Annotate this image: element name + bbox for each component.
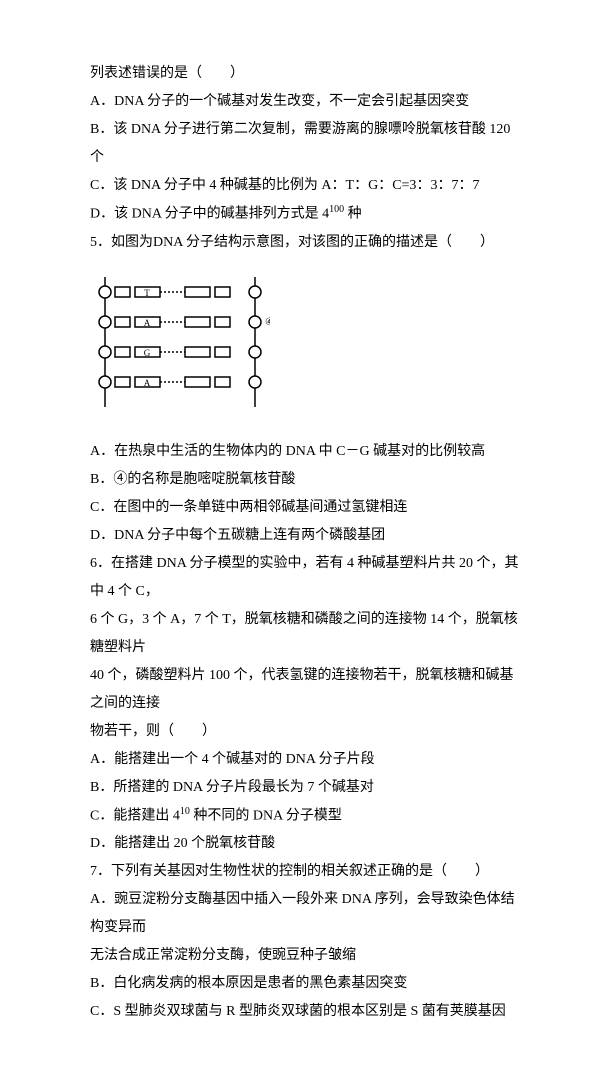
option-d: D．DNA 分子中每个五碳糖上连有两个磷酸基团 bbox=[90, 522, 525, 550]
colon: ： bbox=[458, 178, 472, 193]
option-a: A．DNA 分子的一个碱基对发生改变，不一定会引起基因突变 bbox=[90, 88, 525, 116]
question-6-line1: 6．在搭建 DNA 分子模型的实验中，若有 4 种碱基塑料片共 20 个，其中 … bbox=[90, 550, 525, 606]
option-b: B．白化病发病的根本原因是患者的黑色素基因突变 bbox=[90, 970, 525, 998]
text: C．能搭建出 4 bbox=[90, 808, 180, 823]
text: 种不同的 DNA 分子模型 bbox=[190, 808, 342, 823]
colon: ： bbox=[416, 178, 430, 193]
text: D．该 DNA 分子中的碱基排列方式是 4 bbox=[90, 207, 329, 222]
option-d: D．该 DNA 分子中的碱基排列方式是 4100 种 bbox=[90, 200, 525, 229]
question-stem: 列表述错误的是（ ） bbox=[90, 60, 525, 88]
colon: ： bbox=[437, 178, 451, 193]
option-a-line1: A．豌豆淀粉分支酶基因中插入一段外来 DNA 序列，会导致染色体结构变异而 bbox=[90, 886, 525, 942]
option-b: B．该 DNA 分子进行第二次复制，需要游离的腺嘌呤脱氧核苷酸 120 个 bbox=[90, 116, 525, 172]
question-5: 5．如图为DNA 分子结构示意图，对该图的正确的描述是（ ） bbox=[90, 229, 525, 257]
text: T bbox=[346, 178, 355, 193]
option-b: B．④的名称是胞嘧啶脱氧核苷酸 bbox=[90, 466, 525, 494]
option-a: A．在热泉中生活的生物体内的 DNA 中 C－G 碱基对的比例较高 bbox=[90, 438, 525, 466]
option-d: D．能搭建出 20 个脱氧核苷酸 bbox=[90, 830, 525, 858]
text: 种 bbox=[344, 207, 362, 222]
question-6-line2: 6 个 G，3 个 A，7 个 T，脱氧核糖和磷酸之间的连接物 14 个，脱氧核… bbox=[90, 606, 525, 662]
option-c: C．该 DNA 分子中 4 种碱基的比例为 A：T：G：C=3：3：7：7 bbox=[90, 172, 525, 200]
option-c: C．在图中的一条单链中两相邻碱基间通过氢键相连 bbox=[90, 494, 525, 522]
label-4: ④ bbox=[265, 317, 270, 328]
colon: ： bbox=[332, 178, 346, 193]
option-a-line2: 无法合成正常淀粉分支酶，使豌豆种子皱缩 bbox=[90, 942, 525, 970]
question-6-line4: 物若干，则（ ） bbox=[90, 718, 525, 746]
option-c: C．S 型肺炎双球菌与 R 型肺炎双球菌的根本区别是 S 菌有荚膜基因 bbox=[90, 998, 525, 1026]
text: G bbox=[368, 178, 378, 193]
base-label: G bbox=[144, 348, 151, 358]
text: C．该 DNA 分子中 4 种碱基的比例为 A bbox=[90, 178, 332, 193]
document-body: 列表述错误的是（ ） A．DNA 分子的一个碱基对发生改变，不一定会引起基因突变… bbox=[0, 0, 595, 1066]
colon: ： bbox=[354, 178, 368, 193]
base-label: A bbox=[144, 318, 151, 328]
option-b: B．所搭建的 DNA 分子片段最长为 7 个碱基对 bbox=[90, 774, 525, 802]
base-label: T bbox=[144, 288, 150, 298]
dna-diagram: T A ④ G bbox=[90, 267, 270, 417]
text: 7 bbox=[472, 178, 479, 193]
option-a: A．能搭建出一个 4 个碱基对的 DNA 分子片段 bbox=[90, 746, 525, 774]
text: C=3 bbox=[392, 178, 416, 193]
question-7: 7．下列有关基因对生物性状的控制的相关叙述正确的是（ ） bbox=[90, 858, 525, 886]
base-label: A bbox=[144, 378, 151, 388]
colon: ： bbox=[378, 178, 392, 193]
superscript: 10 bbox=[180, 806, 190, 817]
question-6-line3: 40 个，磷酸塑料片 100 个，代表氢键的连接物若干，脱氧核糖和碱基之间的连接 bbox=[90, 662, 525, 718]
option-c: C．能搭建出 410 种不同的 DNA 分子模型 bbox=[90, 802, 525, 831]
superscript: 100 bbox=[329, 204, 344, 215]
